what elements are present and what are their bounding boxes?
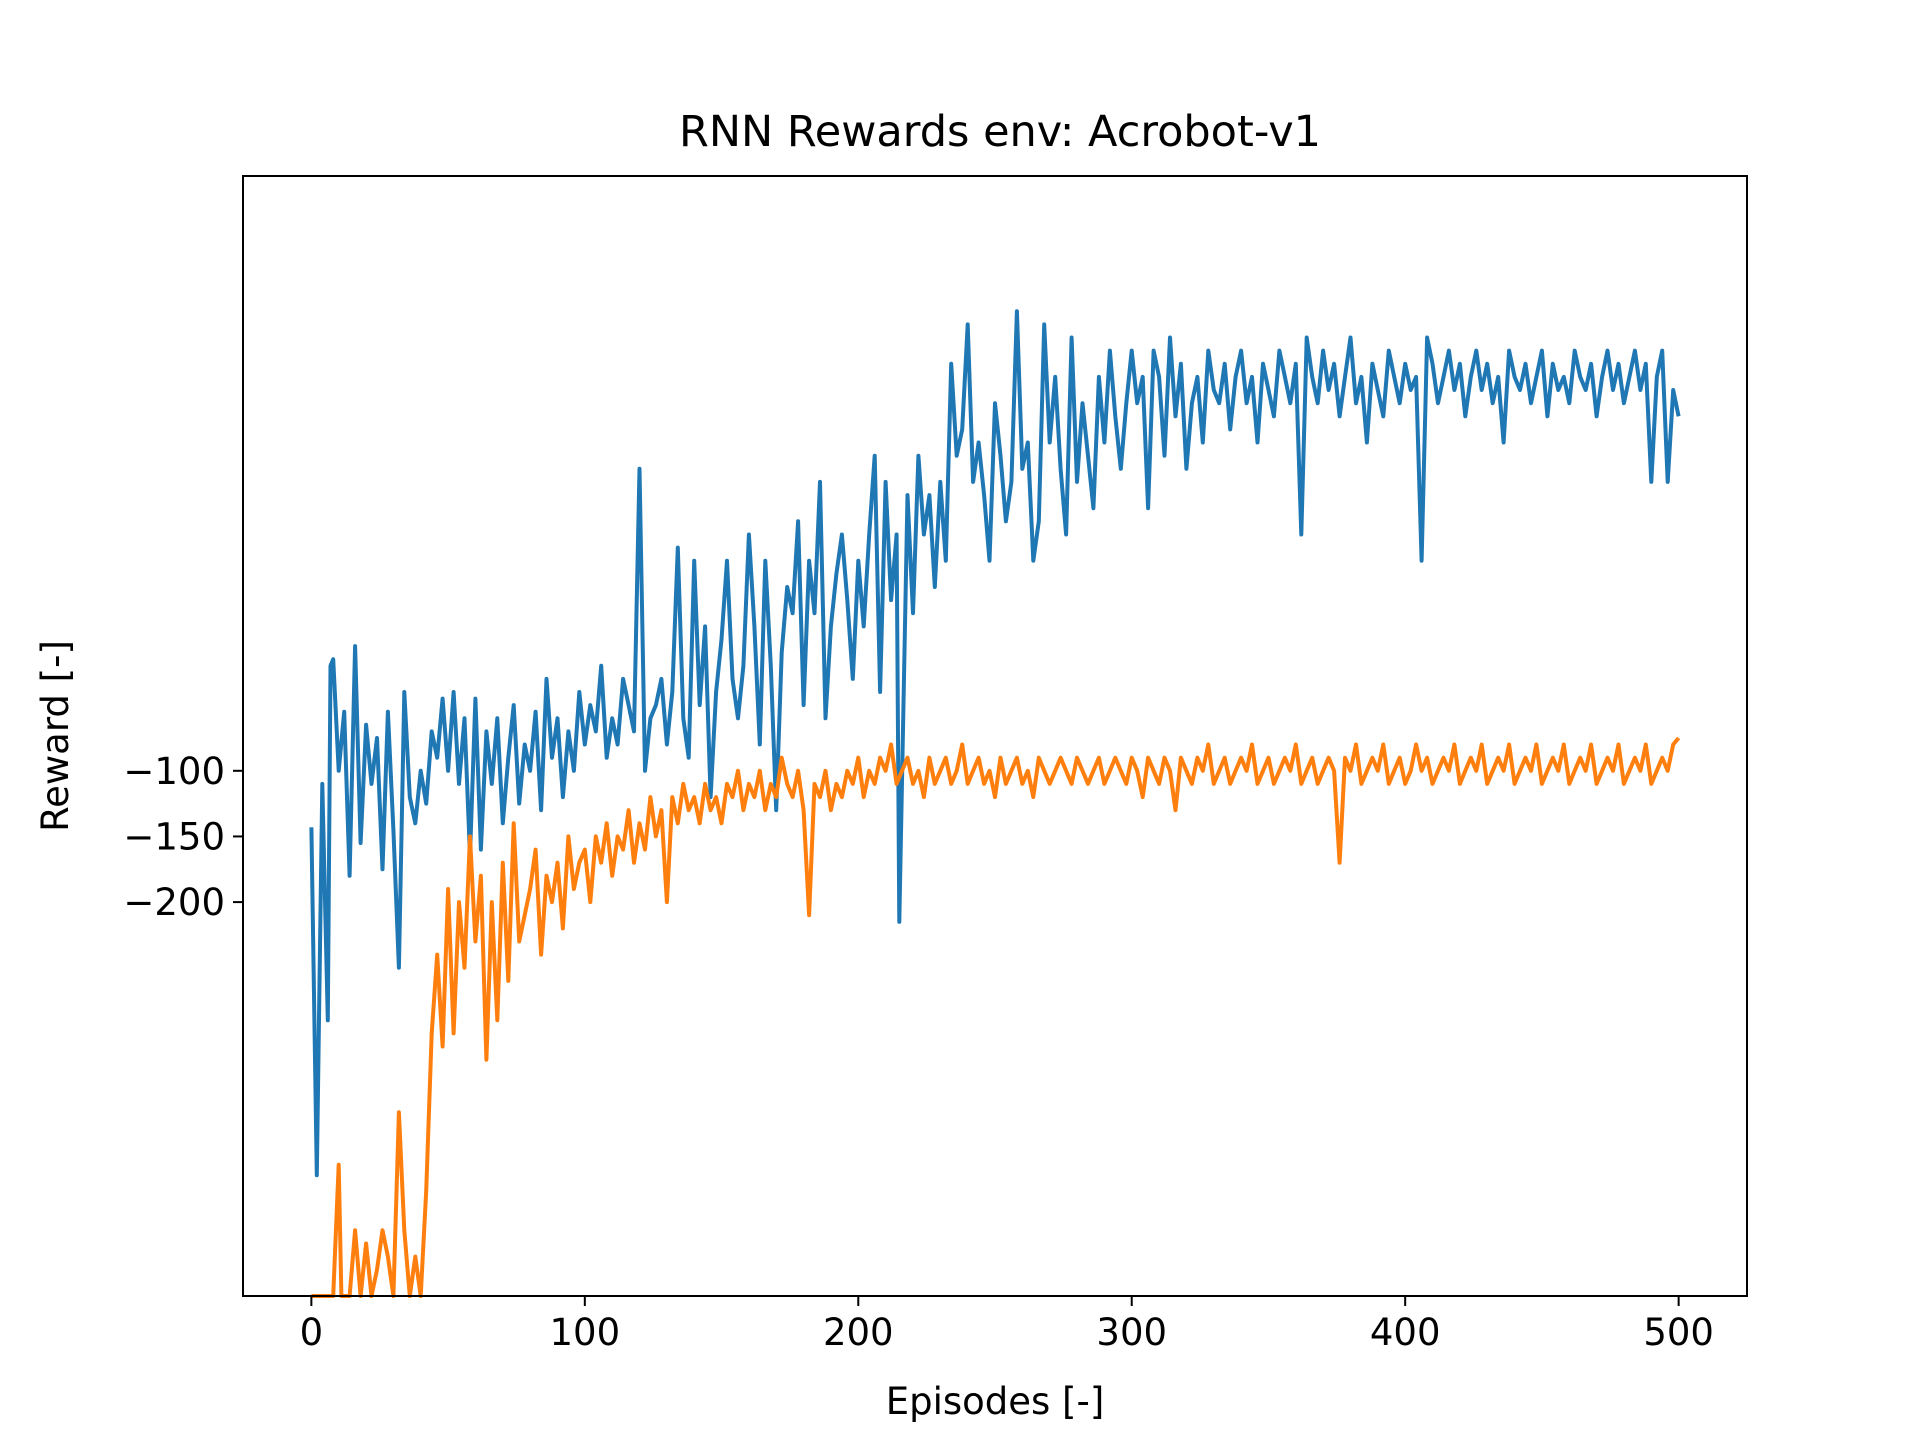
x-tick-label: 300 [1096, 1311, 1167, 1354]
x-tick-label: 500 [1643, 1311, 1714, 1354]
x-tick-label: 200 [823, 1311, 894, 1354]
y-axis-label: Reward [-] [34, 640, 77, 832]
plot-frame [242, 175, 1748, 1297]
x-tick-label: 100 [550, 1311, 621, 1354]
series-line-1 [309, 309, 1681, 1178]
series-layer [309, 309, 1681, 1298]
y-tick-label: −150 [123, 815, 225, 858]
x-axis-label: Episodes [-] [886, 1380, 1105, 1423]
chart-title: RNN Rewards env: Acrobot-v1 [679, 107, 1321, 157]
series-line-2 [311, 736, 1681, 1298]
y-tick-label: −200 [123, 881, 225, 924]
x-tick-label: 0 [300, 1311, 324, 1354]
y-axis-ticks: −100 −150 −200 [123, 750, 243, 924]
x-axis-ticks: 0 100 200 300 400 500 [300, 1296, 1714, 1354]
x-tick-label: 400 [1370, 1311, 1441, 1354]
y-tick-label: −100 [123, 750, 225, 793]
